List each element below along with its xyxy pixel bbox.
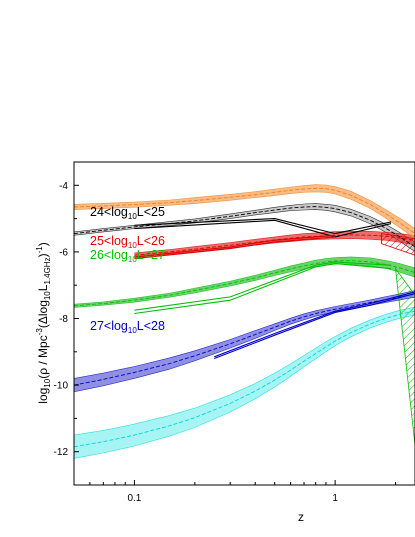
hatched-region (394, 267, 415, 446)
model-band (74, 256, 415, 308)
bin-label: 24<log10L<25 (90, 205, 165, 221)
y-tick-label: -4 (59, 181, 68, 192)
x-tick-label: 1 (332, 493, 338, 504)
observed-upper-line (134, 218, 392, 235)
plot-frame (73, 161, 415, 486)
bin-labels: 24<log10L<2525<log10L<2626<log10L<2727<l… (90, 205, 165, 335)
bin-label-sub: 10 (128, 241, 137, 250)
y-axis-title-sup: -3 (35, 328, 44, 336)
observed-lower-line (214, 292, 415, 360)
y-tick-label: -8 (59, 314, 68, 325)
bin-label-sub: 10 (128, 326, 137, 335)
bin-label-part: L<27 (137, 248, 165, 262)
y-tick-label: -12 (54, 447, 69, 458)
bin-label-sub: 10 (128, 255, 137, 264)
bin-label-part: 26<log (90, 248, 128, 262)
model-band (74, 290, 415, 392)
model-band-edge (74, 184, 415, 229)
model-band-edge (74, 306, 415, 436)
bin-label: 25<log10L<26 (90, 234, 165, 250)
observed-curves (134, 218, 415, 360)
observed-upper-line (134, 261, 392, 311)
y-axis-title-part: ) (36, 242, 50, 246)
y-tick-label: -10 (54, 381, 69, 392)
y-axis-title-sub: 10 (43, 378, 52, 387)
model-band-edge (74, 203, 415, 243)
model-band-edge (74, 263, 415, 308)
model-median-line (74, 293, 415, 386)
model-band-edge (74, 290, 415, 379)
bin-label: 27<log10L<28 (90, 319, 165, 335)
x-tick-label: 0.1 (127, 493, 141, 504)
model-median-line (74, 310, 415, 448)
axis-ticks (74, 184, 397, 486)
bin-label-sub: 10 (128, 212, 137, 221)
model-band-edge (74, 314, 415, 459)
bin-label: 26<log10L<27 (90, 248, 165, 264)
observed-upper-line (214, 291, 415, 358)
bin-label-part: 25<log (90, 234, 128, 248)
y-axis-title-sub: 10 (43, 291, 52, 300)
y-axis-title-part: (ρ / Mpc (36, 335, 50, 379)
y-axis-title-part: ) (36, 253, 50, 257)
y-axis-title-part: (Δlog (36, 300, 50, 328)
bin-label-part: L<28 (137, 319, 165, 333)
bin-label-part: 27<log (90, 319, 128, 333)
y-axis-title-sub: 1.4GHz (43, 257, 52, 284)
observed-lower-line (134, 263, 392, 315)
model-median-line (134, 234, 415, 256)
bin-label-part: L<26 (137, 234, 165, 248)
model-band (134, 231, 415, 258)
y-axis-title-sup: -1 (35, 246, 44, 254)
y-axis-title-part: L (36, 284, 50, 291)
bin-label-part: L<25 (137, 205, 165, 219)
model-median-line (74, 187, 415, 234)
model-band-edge (74, 256, 415, 305)
axis-tick-labels: 0.1 1 -4 -6 -8 -10 -12 (54, 181, 339, 504)
model-band-edge (134, 231, 415, 254)
y-axis-title-part: log (36, 388, 50, 404)
model-band-edge (74, 191, 415, 239)
y-axis-title: log10(ρ / Mpc-3(Δlog10L1.4GHz)-1) (35, 242, 52, 403)
x-axis-title: z (298, 510, 304, 524)
observed-lower-line (134, 219, 392, 238)
model-band (74, 307, 415, 459)
model-median-line (74, 260, 415, 307)
observed-upper-line (134, 234, 336, 258)
observed-lower-line (134, 236, 336, 260)
bin-label-part: 24<log (90, 205, 128, 219)
y-tick-label: -6 (59, 247, 68, 258)
